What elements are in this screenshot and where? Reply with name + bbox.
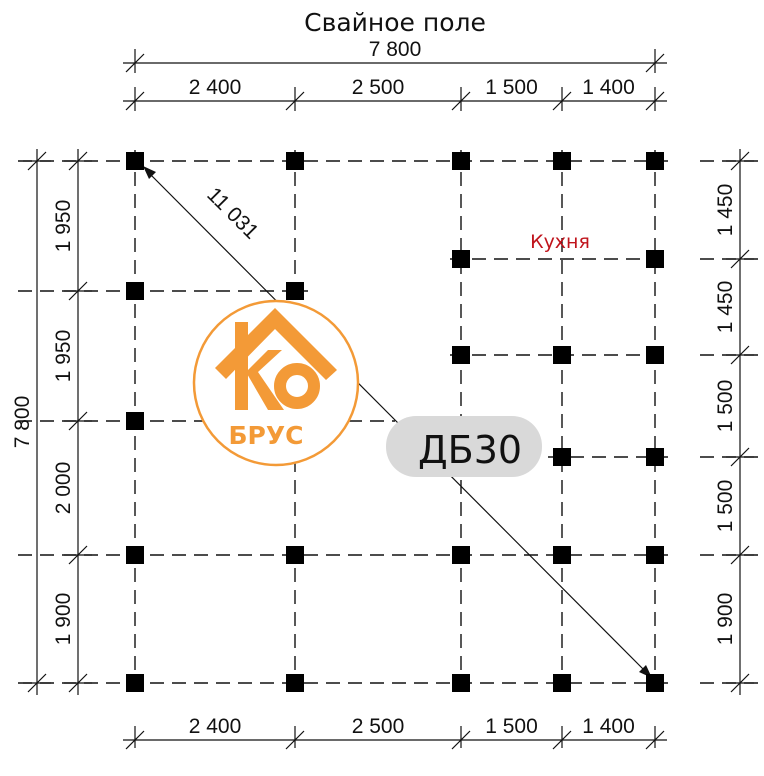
pile (126, 282, 144, 300)
dimension-tick (27, 673, 47, 693)
dimension-tick (645, 730, 665, 750)
dimension-tick (27, 151, 47, 171)
dimension-label: 2 400 (189, 76, 242, 99)
dimension-label: 2 000 (52, 462, 75, 515)
plan-title: Свайное поле (304, 8, 486, 37)
dimension-lines: 7 800 2 400 2 500 1 500 1 400 2 400 2 500 1 500… (11, 38, 754, 750)
dimension-tick (730, 673, 750, 693)
pile (126, 412, 144, 430)
dimension-tick (125, 730, 145, 750)
dimension-label: 1 950 (52, 330, 75, 383)
dimension-tick (552, 91, 572, 111)
dimension-tick (285, 730, 305, 750)
dimension-tick (285, 91, 305, 111)
logo-text: БРУС (229, 421, 304, 450)
pile (452, 674, 470, 692)
dimension-tick (68, 151, 88, 171)
pile (452, 346, 470, 364)
diagonal-length-label: 11 031 (202, 183, 263, 244)
dimension-tick (125, 53, 145, 73)
dimension-tick (125, 91, 145, 111)
pile (646, 346, 664, 364)
pile (286, 152, 304, 170)
pile (126, 674, 144, 692)
pile (553, 152, 571, 170)
dimension-tick (730, 249, 750, 269)
dimension-tick (451, 91, 471, 111)
beam-badge-label: ДБ30 (418, 428, 522, 472)
dimension-label: 7 800 (11, 396, 34, 449)
pile (452, 250, 470, 268)
dimension-label: 1 500 (714, 380, 737, 433)
pile (286, 282, 304, 300)
company-logo: БРУС (192, 299, 360, 467)
dimension-label: 1 500 (485, 76, 538, 99)
pile (646, 152, 664, 170)
pile (646, 250, 664, 268)
dimension-tick (68, 281, 88, 301)
pile (553, 674, 571, 692)
dimension-tick (552, 730, 572, 750)
dimension-tick (730, 345, 750, 365)
dimension-tick (68, 545, 88, 565)
dimension-label: 7 800 (369, 38, 422, 61)
dimension-tick (730, 447, 750, 467)
pile (553, 346, 571, 364)
dimension-label: 2 400 (189, 715, 242, 738)
pile (553, 448, 571, 466)
dimension-label: 1 400 (582, 715, 635, 738)
dimension-tick (730, 545, 750, 565)
dimension-label: 1 500 (714, 480, 737, 533)
beam-badge: ДБ30 (386, 416, 542, 477)
dimension-tick (645, 91, 665, 111)
pile (126, 152, 144, 170)
pile (452, 152, 470, 170)
pile (646, 674, 664, 692)
pile (126, 546, 144, 564)
dimension-label: 1 400 (582, 76, 635, 99)
pile (646, 448, 664, 466)
room-label-kitchen: Кухня (530, 231, 590, 253)
dimension-tick (68, 673, 88, 693)
dimension-label: 1 450 (714, 281, 737, 334)
pile (553, 546, 571, 564)
dimension-tick (730, 151, 750, 171)
dimension-label: 2 500 (352, 76, 405, 99)
dimension-tick (645, 53, 665, 73)
piles (126, 152, 664, 692)
dimension-label: 1 500 (485, 715, 538, 738)
dimension-tick (451, 730, 471, 750)
pile (646, 546, 664, 564)
pile (286, 546, 304, 564)
dimension-label: 1 450 (714, 184, 737, 237)
dimension-label: 1 950 (52, 200, 75, 253)
dimension-tick (68, 411, 88, 431)
dimension-label: 1 900 (52, 593, 75, 646)
dimension-label: 2 500 (352, 715, 405, 738)
pile (452, 546, 470, 564)
dimension-label: 1 900 (714, 593, 737, 646)
pile (286, 674, 304, 692)
